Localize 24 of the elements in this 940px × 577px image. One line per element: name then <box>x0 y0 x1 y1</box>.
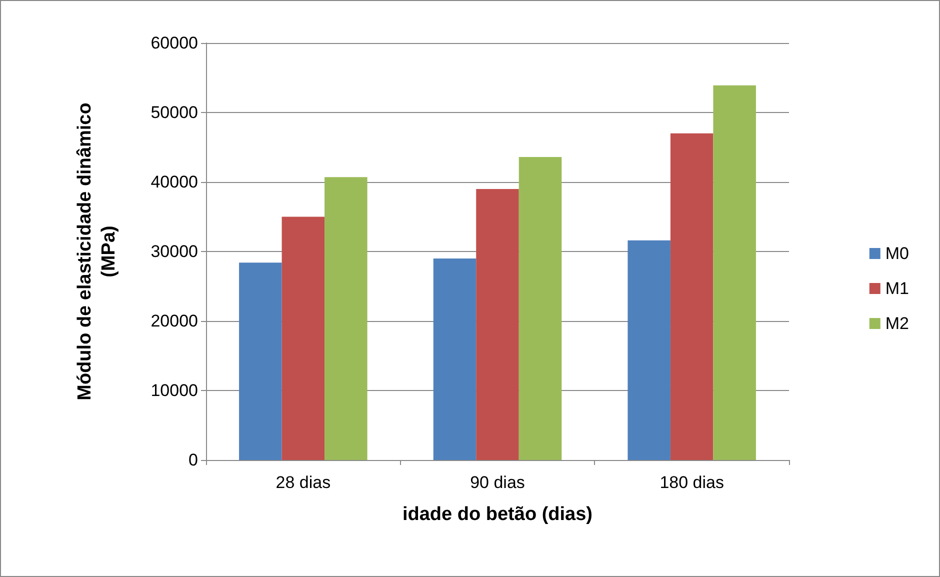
bar <box>713 85 756 460</box>
legend-label: M1 <box>885 279 910 298</box>
bar <box>628 240 670 460</box>
x-axis-title: idade do betão (dias) <box>402 504 593 525</box>
x-tick-label: 90 dias <box>470 473 525 492</box>
y-tick-label: 30000 <box>150 242 198 261</box>
y-tick-label: 10000 <box>150 381 198 400</box>
y-tick-label: 50000 <box>150 103 198 122</box>
y-axis-title: Módulo de elasticidade dinâmico (MPa) <box>74 102 120 400</box>
y-tick-label: 0 <box>188 450 198 470</box>
bar <box>433 258 476 460</box>
x-tick-label: 180 dias <box>660 473 724 492</box>
legend-label: M0 <box>885 244 910 263</box>
bar <box>282 216 325 460</box>
y-tick-label: 60000 <box>150 34 198 52</box>
bar <box>324 177 368 460</box>
bar <box>518 156 562 460</box>
y-tick-label: 40000 <box>150 172 198 192</box>
bar <box>476 188 519 460</box>
y-tick-label: 20000 <box>150 312 198 330</box>
bar <box>670 133 714 460</box>
bar <box>239 262 282 460</box>
legend-label: M2 <box>885 314 910 333</box>
x-tick-label: 28 dias <box>276 473 331 492</box>
